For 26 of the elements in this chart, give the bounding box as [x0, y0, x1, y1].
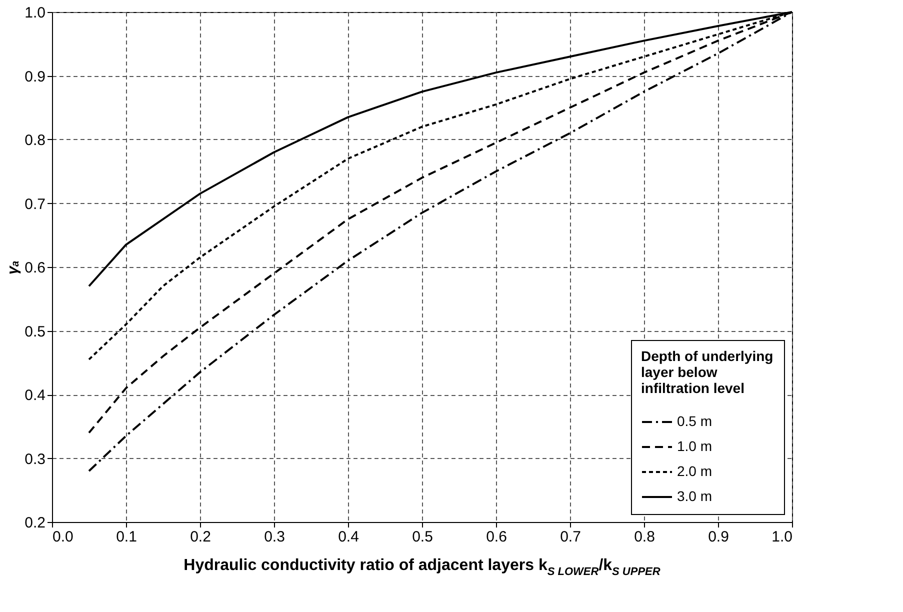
- x-tick-label: 0.8: [634, 528, 655, 546]
- x-tick-label: 0.5: [412, 528, 433, 546]
- x-tick-label: 0.0: [52, 528, 74, 546]
- y-tick-label: 0.5: [24, 323, 46, 340]
- legend-label: 3.0 m: [677, 488, 712, 504]
- legend-title: Depth of underlying layer below infiltration level: [641, 348, 774, 396]
- y-tick-label: 1.0: [24, 4, 46, 22]
- x-tick-label: 0.9: [708, 528, 729, 546]
- x-tick-label: 1.0: [772, 528, 792, 546]
- x-tick-label: 0.1: [116, 528, 137, 546]
- y-tick-label: 0.3: [24, 450, 46, 468]
- x-tick-label: 0.2: [190, 528, 211, 546]
- x-tick-label: 0.4: [338, 528, 359, 546]
- y-tick-label: 0.8: [24, 132, 46, 149]
- y-tick-label: 0.6: [24, 260, 46, 276]
- legend-label: 2.0 m: [677, 463, 712, 479]
- y-axis-title: γₐ: [4, 260, 22, 275]
- x-tick-label: 0.7: [560, 528, 581, 546]
- y-tick-label: 0.9: [24, 68, 46, 86]
- y-tick-label: 0.7: [24, 196, 46, 213]
- legend-label: 0.5 m: [677, 413, 712, 429]
- x-tick-label: 0.6: [486, 528, 507, 546]
- x-tick-label: 0.3: [264, 528, 285, 546]
- y-tick-label: 0.4: [24, 387, 46, 404]
- y-tick-label: 0.2: [24, 514, 46, 532]
- legend-label: 1.0 m: [677, 438, 712, 454]
